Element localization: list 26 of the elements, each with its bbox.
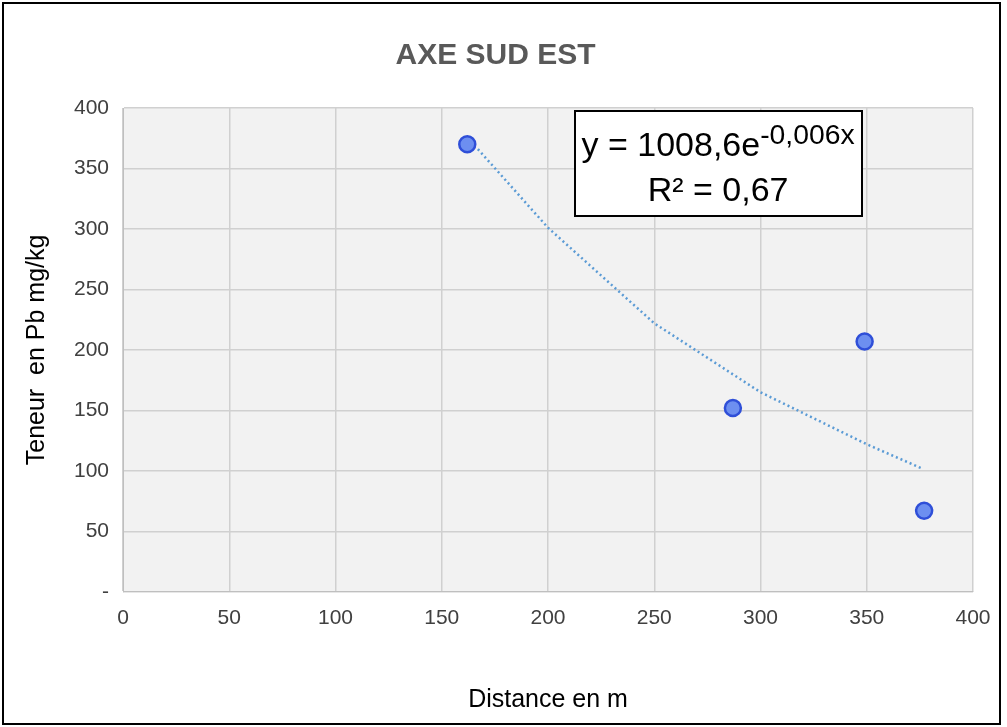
y-tick-label: 300 xyxy=(73,215,110,239)
x-tick-label: 50 xyxy=(217,605,241,629)
point xyxy=(914,501,934,521)
y-tick-label: - xyxy=(102,578,110,602)
y-tick-label: 50 xyxy=(85,518,110,542)
y-tick-label: 150 xyxy=(73,397,110,421)
chart-title: AXE SUD EST xyxy=(395,37,596,71)
y-tick-label: 200 xyxy=(73,336,110,360)
x-tick-label: 250 xyxy=(636,605,672,629)
y-tick-label: 100 xyxy=(73,457,110,481)
annotation: y = 1008,6e$^{-0,006x}$ R² = 0,67 xyxy=(573,110,863,217)
point xyxy=(723,398,743,418)
x-tick-label: 350 xyxy=(849,605,885,629)
y-axis-title: Teneur en Pb mg/kg xyxy=(20,234,49,466)
point xyxy=(458,135,477,154)
point xyxy=(855,332,874,351)
x-tick-label: 400 xyxy=(955,605,991,629)
x-tick-label: 300 xyxy=(742,605,779,629)
y-tick-label: 400 xyxy=(73,94,110,118)
x-tick-label: 100 xyxy=(318,605,354,629)
y-tick-label: 350 xyxy=(73,155,110,179)
x-tick-label: 150 xyxy=(424,605,460,629)
x-tick-label: 0 xyxy=(117,605,129,629)
y-tick-label: 250 xyxy=(73,276,110,300)
x-tick-label: 200 xyxy=(530,605,566,629)
x-axis-title: Distance en m xyxy=(468,683,628,712)
